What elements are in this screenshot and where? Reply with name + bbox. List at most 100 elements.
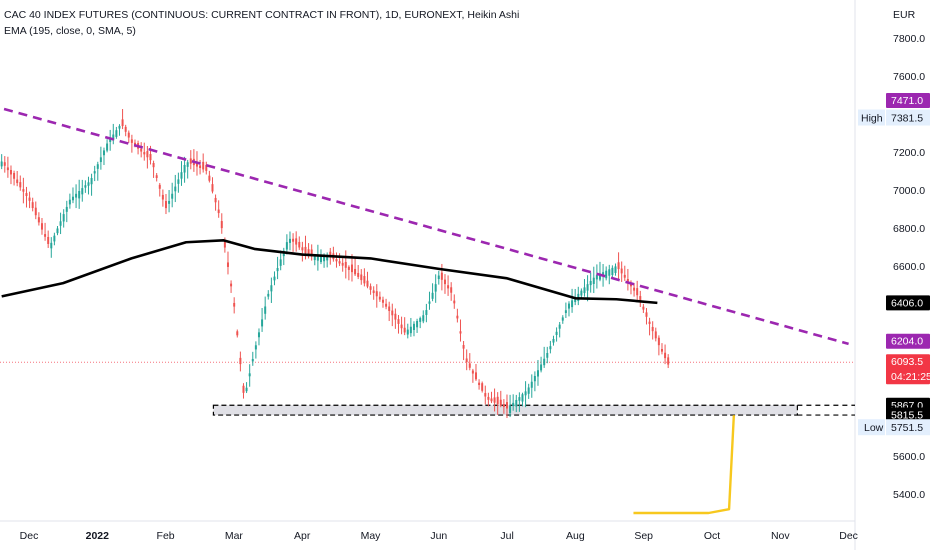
- candle-body: [323, 256, 326, 262]
- candle-body: [406, 329, 409, 335]
- candle-body: [270, 285, 273, 292]
- candle-body: [592, 277, 595, 284]
- ema-line[interactable]: [1, 239, 658, 305]
- candle-body: [540, 364, 543, 371]
- time-tick-label: Feb: [157, 530, 175, 542]
- candle-body: [623, 274, 626, 278]
- candle-body: [3, 162, 6, 166]
- candle-body: [44, 234, 47, 237]
- candle-body: [388, 306, 391, 311]
- candle-body: [292, 238, 295, 242]
- price-tag-label: 6406.0: [891, 297, 923, 309]
- candle-body: [354, 268, 357, 275]
- candle-body: [524, 391, 527, 396]
- candle-body: [350, 264, 353, 273]
- candle-body: [509, 405, 512, 414]
- support-zone[interactable]: [212, 404, 798, 416]
- candle-body: [261, 319, 264, 327]
- candle-body: [611, 267, 614, 276]
- candle-body: [158, 184, 161, 189]
- candle-body: [369, 286, 372, 290]
- candle-body: [217, 209, 220, 214]
- candle-body: [633, 287, 636, 291]
- candle-body: [465, 358, 468, 363]
- candle-body: [629, 284, 632, 287]
- candle-body: [75, 193, 78, 198]
- candle-body: [93, 171, 96, 174]
- candle-body: [242, 385, 245, 393]
- candle-body: [251, 358, 254, 362]
- candle-body: [357, 272, 360, 277]
- price-tag: [886, 354, 930, 385]
- candle-body: [437, 275, 440, 280]
- candle-body: [409, 326, 412, 334]
- candle-body: [177, 179, 180, 184]
- candle-body: [530, 381, 533, 388]
- low-label: Low: [864, 422, 884, 434]
- candle-body: [295, 238, 298, 245]
- price-tick-label: 6600.0: [893, 261, 925, 273]
- candle-body: [589, 280, 592, 286]
- candle-body: [326, 256, 329, 261]
- candle-body: [230, 283, 233, 287]
- candle-body: [109, 138, 112, 142]
- candle-body: [226, 262, 229, 267]
- candle-body: [106, 143, 109, 151]
- candle-body: [279, 259, 282, 266]
- candle-body: [412, 323, 415, 331]
- candle-body: [512, 402, 515, 407]
- price-tag: [886, 407, 930, 423]
- candle-body: [245, 387, 248, 392]
- candle-body: [273, 276, 276, 281]
- candle-body: [6, 167, 9, 171]
- candle-body: [598, 273, 601, 280]
- price-tick-label: 7200.0: [893, 147, 925, 159]
- highlight-path[interactable]: [633, 415, 736, 515]
- candle-body: [639, 296, 642, 303]
- candle-body: [459, 331, 462, 334]
- candle-body: [208, 175, 211, 181]
- candle-body: [499, 399, 502, 406]
- candle-body: [130, 139, 133, 143]
- candle-body: [450, 287, 453, 293]
- candle-body: [149, 154, 152, 161]
- candle-body: [146, 151, 149, 158]
- candle-body: [40, 223, 43, 230]
- candle-body: [285, 242, 288, 250]
- candle-body: [651, 326, 654, 332]
- currency-label: EUR: [893, 9, 916, 21]
- candle-body: [375, 291, 378, 297]
- trendline[interactable]: [0, 97, 849, 346]
- candle-body: [152, 163, 155, 168]
- price-tag-label: 6204.0: [891, 336, 923, 348]
- candle-body: [81, 188, 84, 195]
- candle-body: [416, 320, 419, 328]
- candle-body: [567, 303, 570, 309]
- candle-body: [400, 324, 403, 329]
- candle-body: [502, 404, 505, 408]
- time-tick-label: Dec: [839, 530, 858, 542]
- candle-body: [28, 197, 31, 201]
- candle-body: [586, 284, 589, 291]
- time-tick-label: Sep: [634, 530, 653, 542]
- price-tick-label: 6800.0: [893, 223, 925, 235]
- time-tick-label: Nov: [771, 530, 790, 542]
- candle-body: [456, 315, 459, 319]
- candle-body: [487, 396, 490, 400]
- candle-body: [276, 267, 279, 272]
- high-label: High: [861, 113, 883, 125]
- candle-body: [378, 296, 381, 300]
- candle-body: [115, 130, 118, 137]
- candle-body: [96, 164, 99, 169]
- candle-body: [394, 313, 397, 320]
- candle-body: [304, 246, 307, 254]
- candle-body: [211, 184, 214, 192]
- candle-body: [496, 396, 499, 405]
- candle-body: [90, 178, 93, 185]
- candle-body: [428, 301, 431, 304]
- price-tag-label: 5815.5: [891, 410, 923, 422]
- candle-body: [453, 300, 456, 304]
- candle-body: [561, 317, 564, 321]
- candle-body: [164, 201, 167, 209]
